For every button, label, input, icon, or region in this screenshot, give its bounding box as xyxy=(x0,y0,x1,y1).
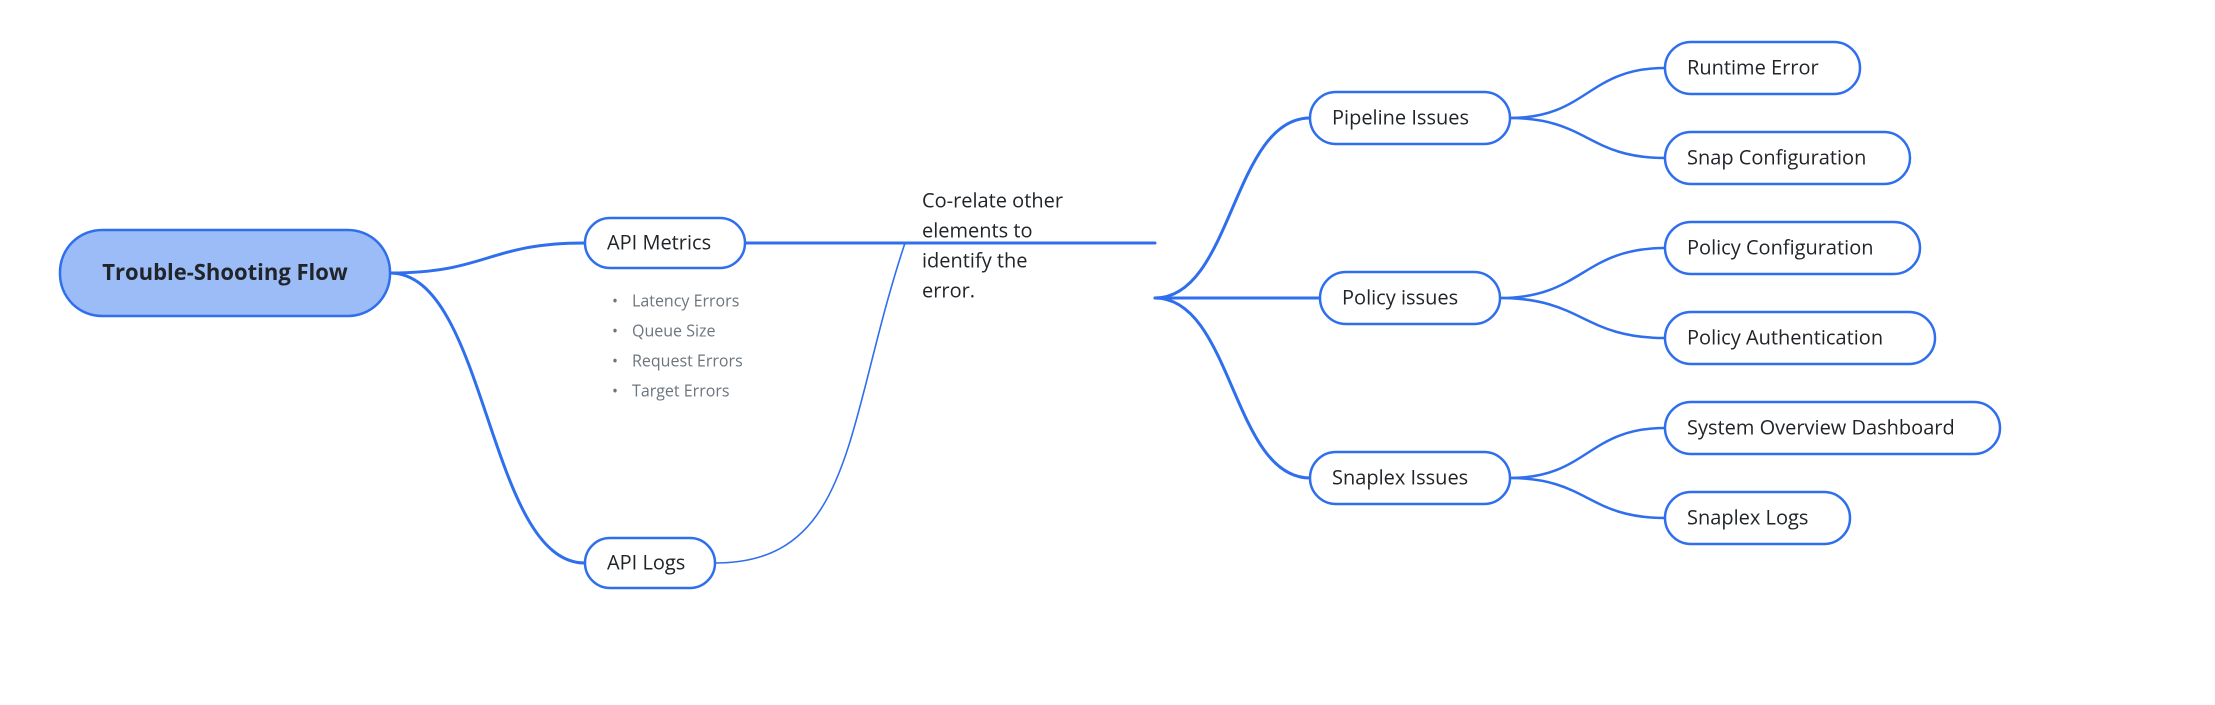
api-metrics-label: API Metrics xyxy=(607,228,711,255)
api-logs-label: API Logs xyxy=(607,548,685,575)
bullet-dot: • xyxy=(612,319,618,341)
snaplex-logs-label: Snaplex Logs xyxy=(1687,503,1808,530)
snaplex-issues-label: Snaplex Issues xyxy=(1332,463,1468,490)
mindmap-canvas: Trouble-Shooting Flow API Metrics API Logs… xyxy=(0,0,2215,705)
policy-issues-label: Policy issues xyxy=(1342,283,1458,310)
policy-authentication-label: Policy Authentication xyxy=(1687,323,1883,350)
system-overview-dashboard-label: System Overview Dashboard xyxy=(1687,413,1955,440)
bullet-dot: • xyxy=(612,289,618,311)
policy-configuration-label: Policy Configuration xyxy=(1687,233,1874,260)
bullet-item: Request Errors xyxy=(632,349,743,371)
corelate-text-line: elements to xyxy=(922,216,1033,243)
pipeline-issues-label: Pipeline Issues xyxy=(1332,103,1469,130)
bullet-item: Queue Size xyxy=(632,319,716,341)
bullet-dot: • xyxy=(612,379,618,401)
bullet-dot: • xyxy=(612,349,618,371)
node-label: Trouble-Shooting Flow xyxy=(102,257,348,287)
corelate-text-line: Co-relate other xyxy=(922,186,1063,213)
corelate-text-line: identify the xyxy=(922,246,1028,273)
corelate-text-line: error. xyxy=(922,276,975,303)
bullet-item: Latency Errors xyxy=(632,289,739,311)
runtime-error-label: Runtime Error xyxy=(1687,53,1819,80)
snap-configuration-label: Snap Configuration xyxy=(1687,143,1866,170)
bullet-item: Target Errors xyxy=(632,379,730,401)
